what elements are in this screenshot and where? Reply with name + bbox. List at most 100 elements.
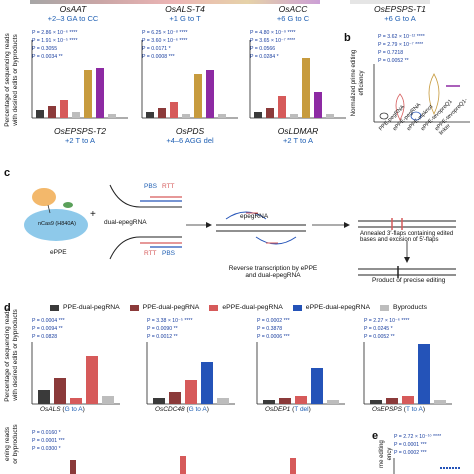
chart-d3: P = 0.0002 *** P = 0.3878 P = 0.0006 ***… [255, 318, 355, 418]
panel-d-bottom-svg [70, 456, 296, 474]
d3-edit: T del [294, 406, 309, 413]
chart-a2-svg [141, 40, 238, 119]
a3-p4: P = 0.0284 * [250, 54, 279, 60]
a2-p1: P = 6.25 × 10⁻⁸ **** [142, 30, 188, 36]
chart-a6-edit: +4–6 AGG del [166, 136, 214, 145]
epeg-arc-bottom [255, 236, 297, 245]
d1-p2: P = 0.0094 ** [32, 326, 63, 332]
d3-bar-3 [295, 396, 307, 404]
panel-e-svg [393, 458, 460, 474]
panel-d-bottom-ylabel-text: ening reads or byproducts [4, 424, 19, 464]
chart-d2-svg [146, 342, 235, 405]
legend-label-5: Byproducts [393, 304, 428, 311]
chart-a3-edit: +6 G to C [276, 14, 310, 23]
chart-a7-gene: OsLDMAR [277, 126, 319, 136]
d3-bar-4 [311, 368, 323, 404]
chart-a7-edit: +2 T to A [283, 136, 313, 145]
top-cropped-strip-right [350, 0, 430, 4]
top-cropped-strip [30, 0, 320, 4]
d4-p2: P = 0.0245 * [364, 326, 393, 332]
d2-p1: P = 3.38 × 10⁻⁵ **** [147, 318, 193, 324]
d2-gene: OsCDC48 [155, 406, 185, 413]
product-caption: Product of precise editing [372, 277, 446, 284]
a1-bar-5 [84, 70, 92, 118]
legend-swatch-3 [209, 304, 219, 311]
d3-p2: P = 0.3878 [257, 326, 283, 332]
d4-gene: OsEPSPS [372, 406, 402, 413]
panel-b-ylabel: Normalized prime editing efficiency [350, 48, 366, 118]
chart-d4-svg [363, 342, 452, 405]
db-bar-1 [70, 460, 76, 474]
guide-1 [109, 184, 182, 208]
d2-bar-4 [201, 362, 213, 404]
b-violin-4 [428, 73, 440, 115]
e-p2: P = 0.0001 *** [394, 442, 427, 448]
enzyme-label: nCas9 (H840A) [38, 221, 76, 227]
d1-bar-5 [102, 396, 114, 404]
a3-bar-6 [314, 92, 322, 118]
legend-item-2: PPE-dual-pegRNA [129, 304, 200, 311]
dual-epegrna-svg [109, 184, 182, 260]
chart-a5-edit: +2 T to A [65, 136, 95, 145]
eppe-label: ePPE [50, 249, 67, 256]
legend-swatch-5 [380, 304, 390, 311]
d1-bar-3 [70, 398, 82, 404]
panel-d-ylabel: Percentage of sequencing reads with desi… [4, 300, 20, 410]
panel-d-legend: PPE-dual-pegRNA PPE-dual-pegRNA ePPE-dua… [50, 304, 427, 311]
a3-bar-2 [266, 108, 274, 118]
panel-c-letter: c [4, 167, 11, 179]
dual-label: dual-epegRNA [104, 219, 147, 226]
a1-p1: P = 2.86 × 10⁻⁶ **** [32, 30, 78, 36]
rtt-label-2: RTT [144, 250, 157, 257]
panel-b-ylabel-text: Normalized prime editing efficiency [351, 49, 365, 117]
chart-a5-header: OsEPSPS-T2 +2 T to A [30, 126, 130, 145]
d4-label: OsEPSPS (T to A) [372, 406, 426, 413]
a3-p2: P = 3.65 × 10⁻⁷ **** [250, 38, 296, 44]
d4-p1: P = 2.27 × 10⁻⁶ **** [364, 318, 410, 324]
a2-bar-7 [218, 114, 226, 118]
d1-p3: P = 0.0828 [32, 334, 58, 340]
annealed-caption: Annealed 3′-flaps containing edited base… [360, 231, 454, 243]
panel-d: d PPE-dual-pegRNA PPE-dual-pegRNA ePPE-d… [0, 300, 474, 474]
panel-b-violin-svg [373, 64, 470, 123]
a1-p3: P = 0.3055 [32, 46, 58, 52]
chart-a4-header: OsEPSPS-T1 +6 G to A [355, 4, 445, 23]
d4-bar-1 [370, 400, 382, 404]
b-p3: P = 0.7218 [378, 50, 404, 56]
e-p3: P = 0.0002 *** [394, 450, 427, 456]
db-bar-3 [290, 458, 296, 474]
panel-a-ylabel-text: Percentage of sequencing reads with desi… [4, 33, 19, 127]
d-bottom-p3: P = 0.0300 * [32, 446, 61, 452]
legend-swatch-1 [50, 304, 59, 311]
d1-bar-2 [54, 378, 66, 404]
d1-edit: G to A [64, 406, 83, 413]
a3-bar-5 [302, 58, 310, 118]
chart-a4-edit: +6 G to A [384, 14, 416, 23]
d2-p3: P = 0.0012 ** [147, 334, 178, 340]
epeg-arc-top [225, 211, 267, 220]
b-violin-1 [379, 112, 389, 120]
a2-bar-4 [182, 114, 190, 118]
b-p2: P = 2.79 × 10⁻⁷ **** [378, 42, 424, 48]
legend-item-3: ePPE-dual-pegRNA [209, 304, 283, 311]
chart-a6-header: OsPDS +4–6 AGG del [140, 126, 240, 145]
b-violin-2 [395, 93, 405, 121]
panel-d-bottom-ylabel: ening reads or byproducts [4, 414, 20, 474]
chart-a1-svg [31, 40, 128, 119]
chart-a2-gene: OsALS-T4 [165, 4, 205, 14]
a2-bar-1 [146, 112, 154, 118]
d3-gene: OsDEP1 [265, 406, 291, 413]
d3-p1: P = 0.0002 *** [257, 318, 290, 324]
pbs-label-1: PBS [144, 183, 158, 190]
chart-a1-header: OsAAT +2–3 GA to CC [28, 4, 118, 23]
a2-bar-2 [158, 108, 166, 118]
a1-p4: P = 0.0034 ** [32, 54, 63, 60]
a3-bar-1 [254, 112, 262, 118]
d2-label: OsCDC48 (G to A) [155, 406, 209, 413]
arrow-1-head [206, 222, 212, 228]
legend-label-2: PPE-dual-pegRNA [142, 304, 200, 311]
panel-d-letter: d [4, 302, 11, 314]
panel-b-letter: b [344, 32, 351, 44]
d1-label: OsALS (G to A) [40, 406, 85, 413]
a1-p2: P = 1.91 × 10⁻⁵ **** [32, 38, 78, 44]
